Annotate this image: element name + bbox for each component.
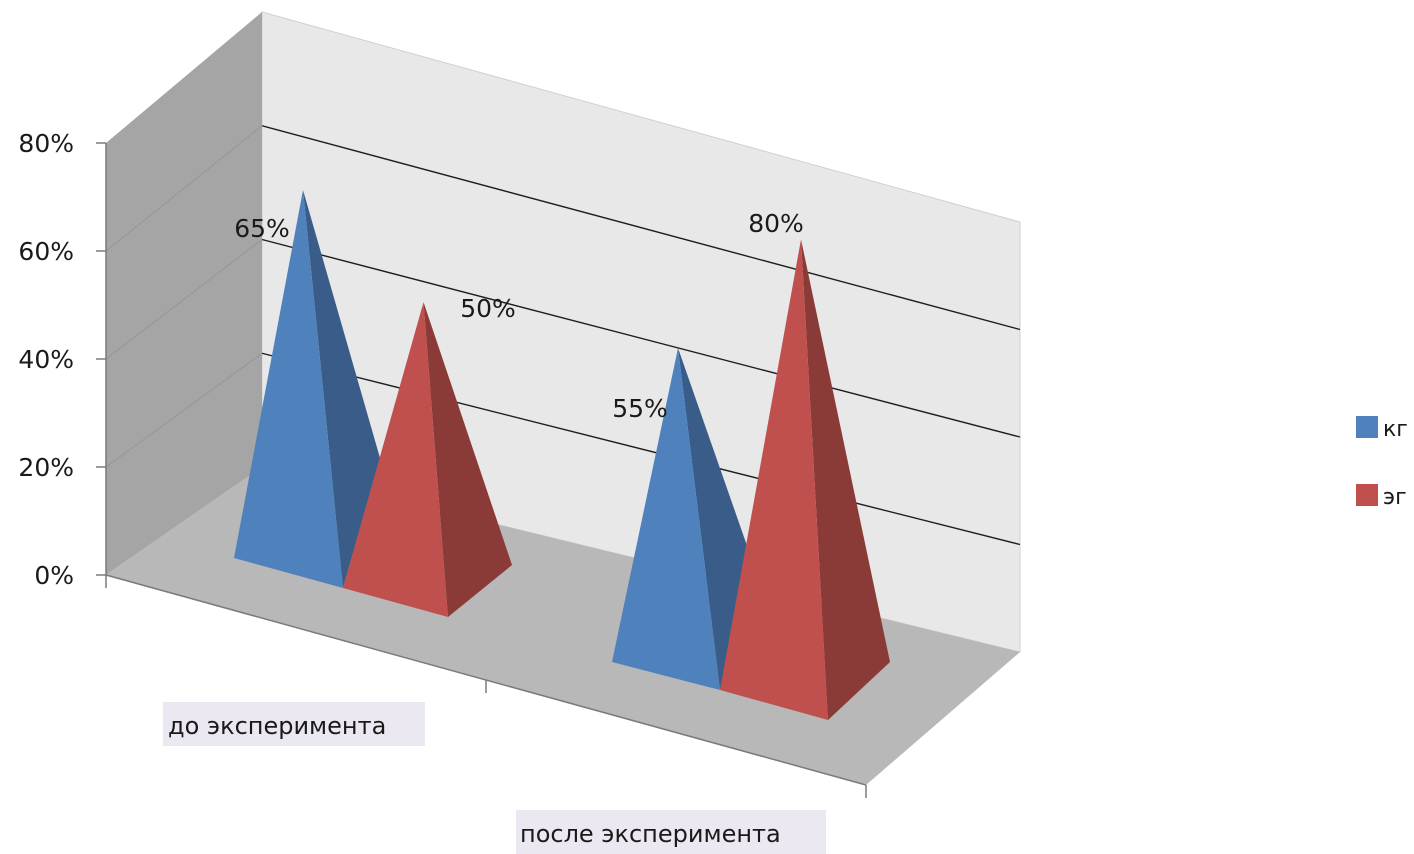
side-gridline <box>105 352 263 468</box>
legend-swatch-kg <box>1356 416 1378 438</box>
legend: кг эг <box>1356 416 1408 510</box>
legend-label: кг <box>1383 417 1408 442</box>
gridlines <box>261 125 1021 546</box>
data-label: 80% <box>748 209 804 238</box>
y-tick-labels: 0% 20% 40% 60% 80% <box>18 129 106 590</box>
pyramid-side-face <box>678 348 752 690</box>
category-label-bg <box>163 702 425 746</box>
side-gridline <box>105 239 263 360</box>
pyramid-front-face <box>343 302 448 617</box>
pyramid-side-face <box>303 189 380 589</box>
gridline <box>261 125 1021 331</box>
pyramid-marks <box>234 189 890 721</box>
side-gridline <box>105 125 263 252</box>
side-gridlines <box>105 125 263 468</box>
y-tick-label: 60% <box>18 237 74 266</box>
pyramid-front-face <box>720 239 828 721</box>
gridline <box>261 238 1021 438</box>
legend-swatch-eg <box>1356 484 1378 506</box>
data-label: 65% <box>234 214 290 243</box>
category-label-bg <box>516 810 826 854</box>
pyramid-side-face <box>801 239 890 721</box>
side-wall <box>106 12 262 575</box>
category-label: до эксперимента <box>168 712 386 740</box>
pyramid-front-face <box>234 189 343 589</box>
gridline <box>261 352 1021 546</box>
category-label: после эксперимента <box>520 820 781 848</box>
data-label: 55% <box>612 394 668 423</box>
y-tick-label: 20% <box>18 453 74 482</box>
y-tick-label: 0% <box>34 561 74 590</box>
data-label: 50% <box>460 294 516 323</box>
y-tick-label: 80% <box>18 129 74 158</box>
legend-label: эг <box>1383 485 1407 510</box>
y-tick-label: 40% <box>18 345 74 374</box>
data-labels: 65% 50% 55% 80% <box>234 209 804 423</box>
pyramid-front-face <box>612 348 720 690</box>
pyramid-side-face <box>423 302 512 617</box>
